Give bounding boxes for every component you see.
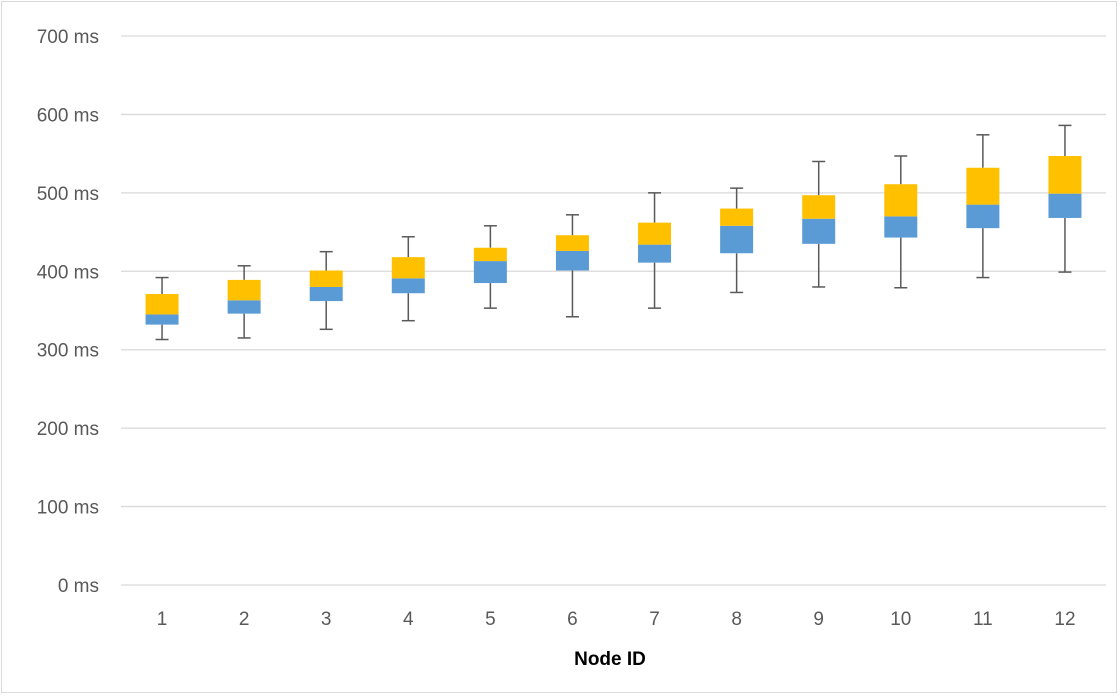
lower-box-node-2: [227, 300, 261, 314]
y-tick-label: 500 ms: [37, 184, 99, 205]
y-tick-label: 700 ms: [37, 27, 99, 48]
y-tick-label: 100 ms: [37, 498, 99, 519]
lower-box-node-9: [802, 218, 836, 244]
boxes: [145, 155, 1082, 325]
upper-box-node-6: [555, 235, 589, 251]
x-axis-title: Node ID: [574, 649, 646, 670]
x-tick-label: 9: [813, 609, 824, 630]
y-tick-label: 600 ms: [37, 105, 99, 126]
x-tick-label: 11: [973, 609, 993, 630]
upper-box-node-12: [1048, 155, 1082, 194]
box-group-node-7: [648, 192, 662, 309]
box-group-node-12: [1058, 124, 1072, 273]
box-group-node-5: [483, 225, 497, 309]
box-group-node-4: [401, 236, 415, 322]
whiskers: [155, 124, 1072, 341]
box-group-node-10: [894, 155, 908, 289]
lower-box-node-8: [720, 225, 754, 254]
gridlines: [121, 35, 1106, 586]
x-tick-label: 1: [157, 609, 168, 630]
y-tick-label: 300 ms: [37, 341, 99, 362]
lower-box-node-10: [884, 216, 918, 238]
upper-box-node-3: [309, 270, 343, 287]
box-group-node-2: [237, 265, 251, 339]
y-tick-label: 0 ms: [58, 576, 99, 597]
lower-box-node-6: [555, 250, 589, 271]
box-group-node-1: [155, 276, 169, 341]
upper-box-node-5: [473, 247, 507, 262]
lower-box-node-11: [966, 204, 1000, 229]
x-tick-label: 2: [239, 609, 250, 630]
upper-box-node-1: [145, 294, 179, 315]
lower-box-node-3: [309, 286, 343, 302]
x-tick-label: 7: [649, 609, 660, 630]
x-tick-label: 4: [403, 609, 414, 630]
x-tick-label: 6: [567, 609, 578, 630]
x-axis-tick-labels: 1 2 3 4 5 6 7 8 9 10 11 12: [157, 609, 1076, 630]
x-tick-label: 3: [321, 609, 332, 630]
lower-box-node-4: [391, 278, 425, 294]
y-tick-label: 400 ms: [37, 262, 99, 283]
box-group-node-11: [976, 134, 990, 279]
upper-box-node-7: [638, 222, 672, 245]
box-group-node-3: [319, 250, 333, 331]
box-group-node-6: [565, 214, 579, 318]
upper-box-node-8: [720, 208, 754, 226]
lower-box-node-1: [145, 314, 179, 325]
lower-box-node-7: [638, 244, 672, 263]
box-group-node-8: [730, 187, 744, 294]
x-tick-label: 5: [485, 609, 496, 630]
y-tick-label: 200 ms: [37, 419, 99, 440]
x-tick-label: 12: [1054, 609, 1075, 630]
x-tick-label: 8: [731, 609, 742, 630]
y-axis-tick-labels: 0 ms 100 ms 200 ms 300 ms 400 ms 500 ms 600 ms…: [37, 27, 99, 597]
box-group-node-9: [812, 160, 826, 288]
x-tick-label: 10: [890, 609, 911, 630]
upper-box-node-2: [227, 279, 261, 301]
lower-box-node-5: [473, 261, 507, 284]
upper-box-node-10: [884, 184, 918, 217]
upper-box-node-4: [391, 257, 425, 279]
upper-box-node-11: [966, 167, 1000, 205]
upper-box-node-9: [802, 195, 836, 219]
lower-box-node-12: [1048, 193, 1082, 218]
